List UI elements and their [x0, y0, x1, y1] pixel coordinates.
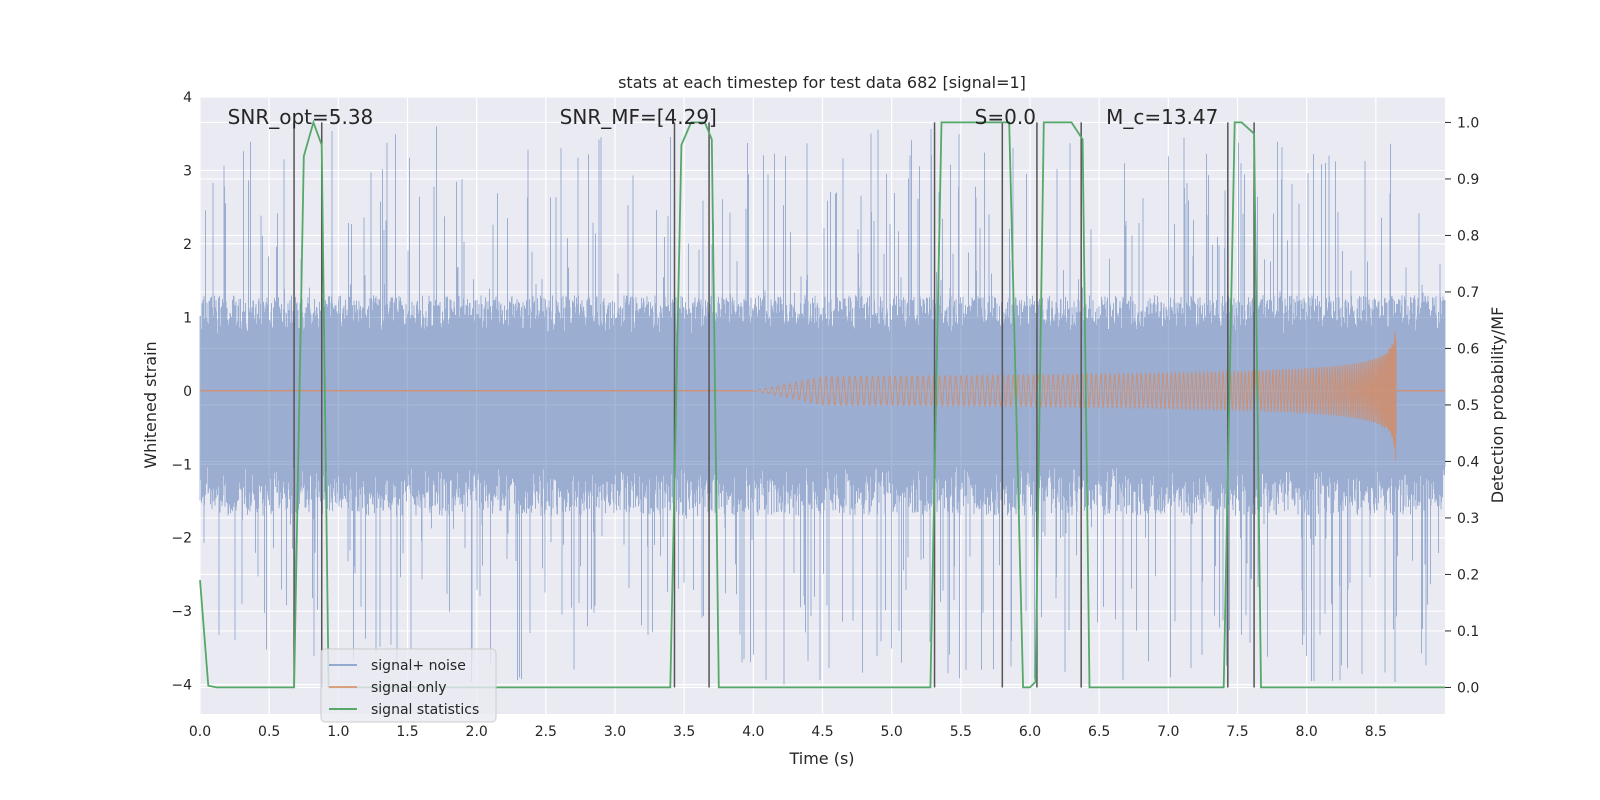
y2-tick-label: 0.5 — [1457, 398, 1479, 414]
legend-box — [320, 648, 497, 723]
y-tick-label: 0 — [183, 384, 192, 400]
y-tick-label: 3 — [183, 163, 192, 179]
x-tick-label: 6.5 — [1088, 724, 1110, 740]
x-tick-label: 3.5 — [673, 724, 695, 740]
y-tick-label: −1 — [171, 457, 192, 473]
x-tick-label: 8.0 — [1296, 724, 1318, 740]
y-tick-label: 4 — [183, 90, 192, 106]
y2-tick-label: 0.1 — [1457, 624, 1479, 640]
y2-axis-ticks: 0.0 0.1 0.2 0.3 0.4 0.5 0.6 0.7 0.8 0.9 1.0 — [1445, 115, 1479, 696]
annotation-text: SNR_opt=5.38 — [228, 105, 374, 129]
y2-tick-label: 0.7 — [1457, 285, 1479, 301]
chirp-trace — [753, 330, 1397, 462]
vertical-markers — [293, 122, 1255, 688]
legend: signal+ noise signal only signal statist… — [320, 648, 497, 723]
series-signal-only — [200, 330, 1445, 462]
x-tick-label: 3.0 — [604, 724, 626, 740]
x-tick-label: 4.5 — [811, 724, 833, 740]
x-tick-label: 2.0 — [466, 724, 488, 740]
x-tick-label: 0.5 — [258, 724, 280, 740]
x-tick-label: 1.0 — [327, 724, 349, 740]
y2-tick-label: 0.3 — [1457, 511, 1479, 527]
y-tick-label: −2 — [171, 531, 192, 547]
y2-tick-label: 0.8 — [1457, 228, 1479, 244]
x-axis-ticks: 0.0 0.5 1.0 1.5 2.0 2.5 3.0 3.5 4.0 4.5 5.0 5.5 6.0 6… — [189, 724, 1387, 740]
x-tick-label: 5.0 — [881, 724, 903, 740]
y-axis-label: Whitened strain — [141, 341, 160, 468]
x-tick-label: 2.5 — [535, 724, 557, 740]
annotation-text: SNR_MF=[4.29] — [560, 105, 717, 129]
y-axis-ticks: −4 −3 −2 −1 0 1 2 3 4 — [171, 90, 192, 694]
x-tick-label: 0.0 — [189, 724, 211, 740]
annotation-text: M_c=13.47 — [1106, 105, 1218, 129]
series-signal-statistics — [199, 119, 1445, 689]
chart-title: stats at each timestep for test data 682… — [618, 73, 1026, 92]
x-tick-label: 7.5 — [1226, 724, 1248, 740]
y2-tick-label: 0.0 — [1457, 680, 1479, 696]
legend-label-signal-noise: signal+ noise — [371, 658, 466, 674]
annotation-text: S=0.0 — [975, 105, 1036, 129]
y-tick-label: −3 — [171, 604, 192, 620]
y2-tick-label: 0.6 — [1457, 341, 1479, 357]
y-tick-label: −4 — [171, 678, 192, 694]
y2-axis-label: Detection probability/MF — [1488, 307, 1507, 504]
stats-trace — [199, 119, 1445, 689]
y2-tick-label: 1.0 — [1457, 115, 1479, 131]
stat-annotations: SNR_opt=5.38 SNR_MF=[4.29] S=0.0 M_c=13.47 — [228, 105, 1219, 129]
y2-tick-label: 0.9 — [1457, 172, 1479, 188]
x-tick-label: 6.0 — [1019, 724, 1041, 740]
x-tick-label: 5.5 — [950, 724, 972, 740]
y2-tick-label: 0.2 — [1457, 567, 1479, 583]
legend-label-signal-statistics: signal statistics — [371, 702, 479, 718]
x-tick-label: 7.0 — [1157, 724, 1179, 740]
x-axis-label: Time (s) — [788, 749, 854, 768]
x-tick-label: 1.5 — [396, 724, 418, 740]
x-tick-label: 4.0 — [742, 724, 764, 740]
y-tick-label: 1 — [183, 310, 192, 326]
legend-label-signal-only: signal only — [371, 680, 446, 696]
y2-tick-label: 0.4 — [1457, 454, 1479, 470]
x-tick-label: 8.5 — [1365, 724, 1387, 740]
y-tick-label: 2 — [183, 237, 192, 253]
